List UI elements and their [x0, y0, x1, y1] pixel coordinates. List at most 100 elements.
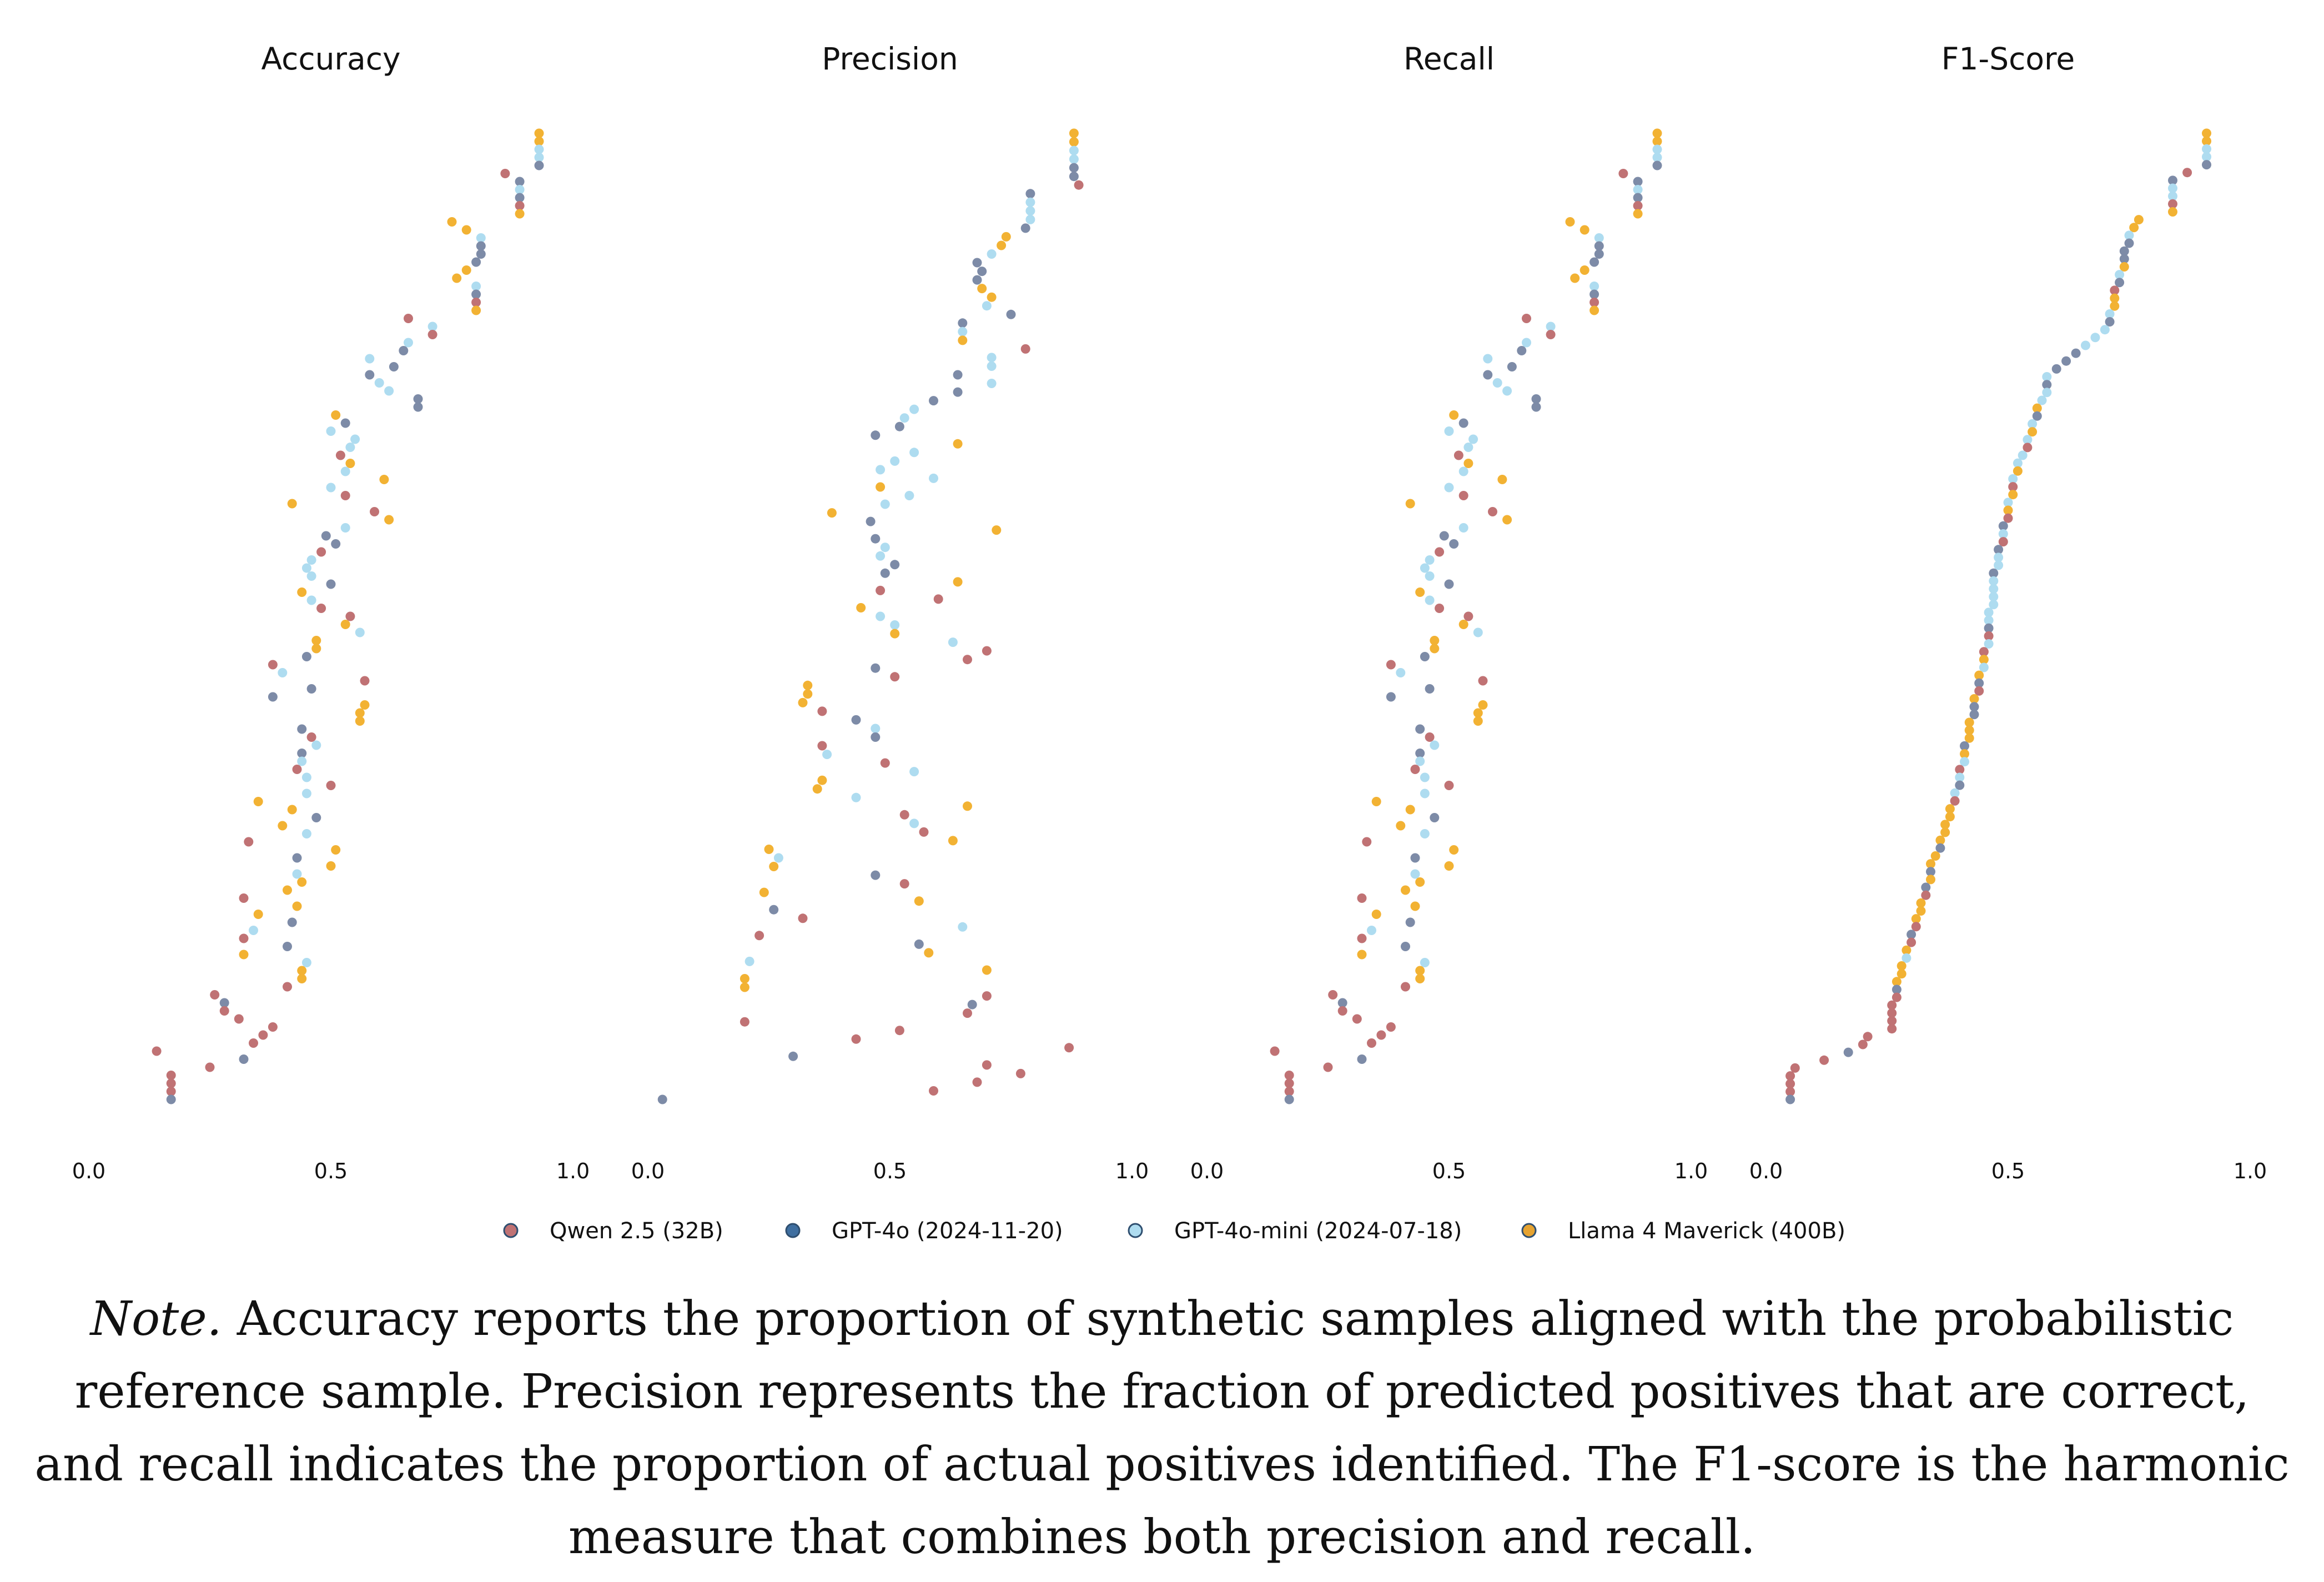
data-point [1785, 1087, 1795, 1097]
data-point [1435, 547, 1445, 557]
data-point [301, 563, 311, 573]
data-point [311, 644, 321, 654]
data-point [977, 267, 987, 277]
data-point [1994, 545, 2004, 555]
data-point [1858, 1039, 1868, 1049]
data-point [1458, 418, 1468, 428]
panel-title: F1-Score [1941, 41, 2075, 77]
data-point [2110, 285, 2120, 295]
data-point [803, 689, 813, 699]
data-point [1969, 710, 1979, 720]
data-point [1444, 861, 1454, 871]
data-point [340, 418, 350, 428]
data-point [2119, 262, 2129, 272]
data-point [1994, 560, 2004, 570]
note-text: Accuracy reports the proportion of synth… [34, 1292, 2290, 1565]
data-point [534, 144, 544, 154]
data-point [880, 568, 890, 578]
data-point [1911, 914, 1921, 924]
data-point [933, 594, 943, 604]
data-point [1337, 1006, 1347, 1016]
data-point [2042, 380, 2052, 390]
data-point [2028, 419, 2038, 429]
data-point [1425, 555, 1435, 565]
data-point [1589, 298, 1599, 307]
data-point [1984, 623, 1994, 633]
data-point [297, 749, 307, 758]
data-point [982, 1060, 992, 1070]
data-point [967, 1000, 977, 1010]
data-point [1863, 1032, 1873, 1042]
data-point [461, 225, 471, 235]
data-point [1955, 772, 1965, 782]
data-point [1955, 765, 1965, 775]
data-point [1420, 789, 1430, 798]
data-point [1478, 676, 1488, 686]
data-point [1964, 733, 1974, 743]
data-point [948, 637, 958, 647]
data-point [1887, 1024, 1897, 1034]
data-point [871, 724, 881, 734]
data-point [384, 515, 394, 525]
data-point [297, 974, 307, 983]
data-point [234, 1014, 244, 1024]
data-point [283, 982, 292, 992]
data-point [1473, 716, 1483, 726]
data-point [316, 547, 326, 557]
data-point [851, 715, 861, 725]
data-point [370, 507, 379, 516]
data-point [1517, 346, 1527, 355]
data-point [1270, 1046, 1280, 1056]
data-point [515, 201, 525, 210]
x-tick-label: 0.0 [1749, 1159, 1783, 1183]
data-point [963, 1008, 972, 1018]
data-point [306, 732, 316, 742]
data-point [1444, 781, 1454, 790]
data-point [2032, 403, 2042, 413]
data-point [1926, 875, 1935, 885]
data-point [1478, 700, 1488, 710]
data-point [2168, 199, 2177, 209]
data-point [461, 265, 471, 275]
data-point [1074, 180, 1084, 190]
data-point [871, 534, 881, 544]
data-point [210, 990, 220, 1000]
data-point [851, 792, 861, 802]
data-point [958, 318, 968, 328]
data-point [1386, 660, 1396, 670]
data-point [1488, 507, 1497, 516]
data-point [1935, 843, 1945, 853]
data-point [340, 523, 350, 533]
data-point [1897, 961, 1907, 971]
data-point [2168, 207, 2177, 217]
data-point [1371, 910, 1381, 919]
data-point [1955, 780, 1965, 790]
data-point [1425, 571, 1435, 581]
data-point [1435, 604, 1445, 613]
data-point [326, 781, 336, 790]
data-point [2182, 168, 2192, 178]
data-point [773, 853, 783, 863]
data-point [249, 926, 258, 935]
data-point [1579, 265, 1589, 275]
data-point [384, 386, 394, 396]
data-point [1964, 725, 1974, 735]
data-point [1449, 845, 1459, 855]
data-point [1444, 579, 1454, 589]
data-point [534, 128, 544, 138]
legend-marker [1521, 1223, 1537, 1238]
data-point [1420, 563, 1430, 573]
data-point [2032, 411, 2042, 421]
x-tick-label: 1.0 [1115, 1159, 1149, 1183]
legend-label: Qwen 2.5 (32B) [550, 1218, 723, 1244]
data-point [1998, 537, 2008, 547]
data-point [1458, 620, 1468, 629]
data-point [471, 305, 481, 315]
data-point [287, 499, 297, 509]
data-point [365, 354, 375, 364]
data-point [1025, 197, 1035, 207]
data-point [1420, 958, 1430, 967]
data-point [953, 370, 963, 380]
data-point [1984, 639, 1994, 649]
data-point [1425, 732, 1435, 742]
